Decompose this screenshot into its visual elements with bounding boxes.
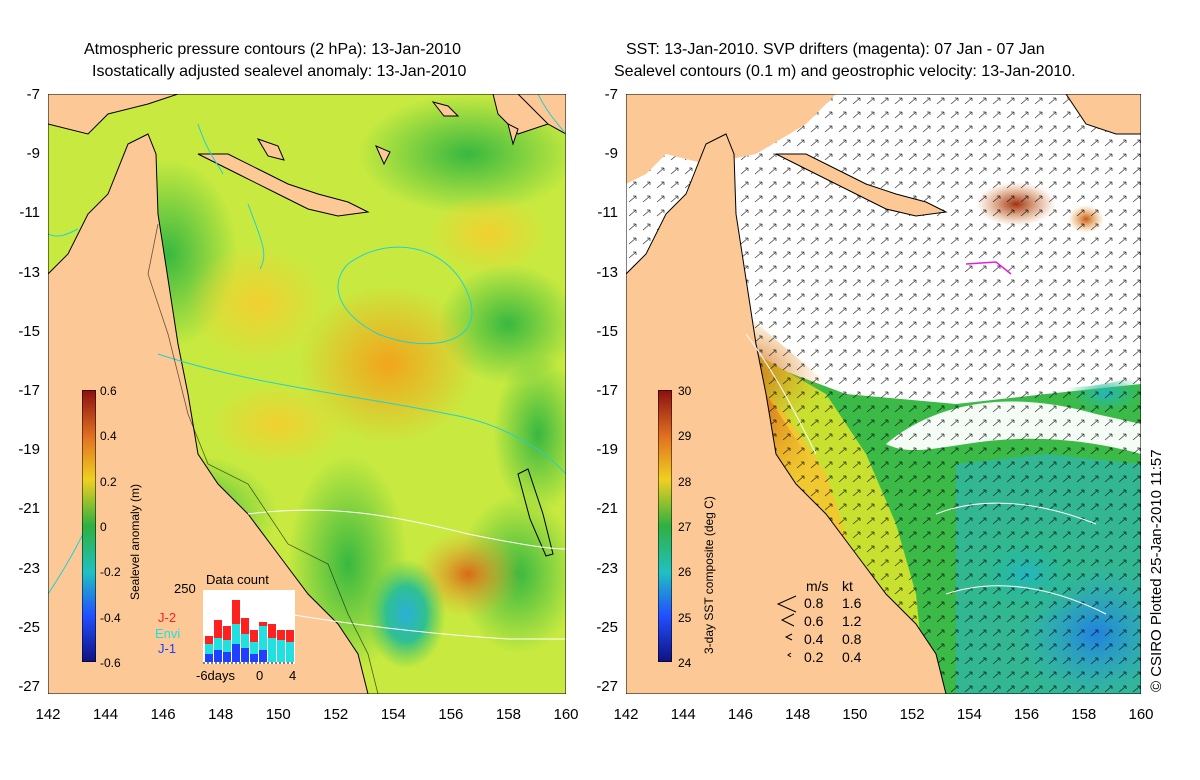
sealevel-tick-4: -0.2 xyxy=(100,565,121,580)
sst-tick-2: 28 xyxy=(678,474,692,489)
right-lat-label-10: -27 xyxy=(596,678,618,695)
right-lat-label-5: -17 xyxy=(596,382,618,399)
data-count-xlabel-start: -6days xyxy=(196,668,236,683)
velocity-legend-arrows xyxy=(776,595,797,658)
sst-tick-3: 27 xyxy=(678,519,692,534)
right-map-subtitle: Sealevel contours (0.1 m) and geostrophi… xyxy=(614,63,1076,80)
left-lon-label-7: 156 xyxy=(438,706,464,723)
right-lat-label-1: -9 xyxy=(604,145,618,163)
left-lat-label-3: -13 xyxy=(18,263,40,281)
legend-j1: J-1 xyxy=(158,641,177,656)
sealevel-tick-5: -0.4 xyxy=(100,610,121,625)
sealevel-colorbar-title: Sealevel anomaly (m) xyxy=(128,483,142,600)
left-lat-label-0: -7 xyxy=(26,86,40,103)
right-lat-label-8: -23 xyxy=(596,559,618,577)
legend-j2: J-2 xyxy=(158,610,177,625)
velocity-legend-ms-2: 0.4 xyxy=(804,631,824,647)
velocity-legend-kt-2: 0.8 xyxy=(842,631,862,647)
sst-colorbar-title: 3-day SST composite (deg C) xyxy=(702,496,716,654)
sst-tick-1: 29 xyxy=(678,429,692,444)
data-count-xlabel-end: 4 xyxy=(289,668,297,683)
velocity-legend-kt-0: 1.6 xyxy=(842,595,862,611)
right-lon-label-6: 154 xyxy=(956,706,982,723)
right-lon-label-7: 156 xyxy=(1014,706,1040,723)
right-lat-label-2: -11 xyxy=(597,204,618,222)
sealevel-colorbar xyxy=(82,390,96,662)
left-lat-label-4: -15 xyxy=(18,322,40,340)
right-lon-label-3: 148 xyxy=(785,706,811,723)
right-lon-label-5: 152 xyxy=(899,706,925,723)
data-count-histogram xyxy=(203,590,295,664)
left-lon-label-8: 158 xyxy=(495,706,521,723)
right-lat-label-0: -7 xyxy=(604,86,618,103)
left-lat-label-5: -17 xyxy=(18,382,40,399)
left-lat-label-1: -9 xyxy=(26,145,40,163)
left-lon-label-6: 154 xyxy=(380,706,406,723)
left-lon-label-1: 144 xyxy=(93,706,119,723)
data-count-title: Data count xyxy=(206,572,269,587)
right-lat-label-6: -19 xyxy=(596,441,618,459)
left-lat-label-6: -19 xyxy=(18,441,40,459)
sst-tick-5: 25 xyxy=(678,610,692,625)
left-map-subtitle: Isostatically adjusted sealevel anomaly:… xyxy=(92,63,467,80)
sst-tick-0: 30 xyxy=(678,384,692,398)
left-lat-label-2: -11 xyxy=(19,204,40,222)
right-lon-label-8: 158 xyxy=(1071,706,1097,723)
right-lon-label-4: 150 xyxy=(842,706,868,723)
velocity-legend-kt-3: 0.4 xyxy=(842,649,862,665)
left-map-title: Atmospheric pressure contours (2 hPa): 1… xyxy=(84,41,462,58)
left-lon-label-3: 148 xyxy=(208,706,234,723)
velocity-legend-ms-1: 0.6 xyxy=(804,613,824,629)
right-map-title: SST: 13-Jan-2010. SVP drifters (magenta)… xyxy=(626,41,1045,58)
left-lat-label-7: -21 xyxy=(18,500,40,518)
left-lon-label-0: 142 xyxy=(35,706,61,723)
left-lon-label-4: 150 xyxy=(265,706,291,723)
sst-tick-6: 24 xyxy=(678,655,692,670)
right-lat-label-4: -15 xyxy=(596,322,618,340)
left-lat-label-9: -25 xyxy=(18,618,40,636)
sst-tick-4: 26 xyxy=(678,565,692,580)
sealevel-tick-1: 0.4 xyxy=(100,429,117,444)
right-lon-label-0: 142 xyxy=(613,706,639,723)
copyright-notice: © CSIRO Plotted 25-Jan-2010 11:57 xyxy=(1148,449,1165,692)
velocity-legend-kt-1: 1.2 xyxy=(842,613,862,629)
velocity-legend-kt-header: kt xyxy=(842,578,853,594)
velocity-legend-ms-header: m/s xyxy=(806,578,829,594)
sealevel-tick-6: -0.6 xyxy=(100,655,121,670)
left-lon-label-5: 152 xyxy=(323,706,349,723)
left-lon-label-2: 146 xyxy=(150,706,176,723)
velocity-legend-ms-3: 0.2 xyxy=(804,649,824,665)
sealevel-tick-0: 0.6 xyxy=(100,384,117,398)
right-lat-label-9: -25 xyxy=(596,618,618,636)
left-lat-label-10: -27 xyxy=(18,678,40,695)
data-count-max: 250 xyxy=(174,581,196,596)
right-lon-label-2: 146 xyxy=(727,706,753,723)
right-lat-label-3: -13 xyxy=(596,263,618,281)
velocity-legend-ms-0: 0.8 xyxy=(804,595,824,611)
sst-map xyxy=(626,94,1141,694)
sst-colorbar xyxy=(658,390,672,662)
right-lat-label-7: -21 xyxy=(596,500,618,518)
sealevel-tick-2: 0.2 xyxy=(100,474,117,489)
right-lon-label-9: 160 xyxy=(1128,706,1154,723)
sealevel-tick-3: 0 xyxy=(100,519,107,534)
left-lat-label-8: -23 xyxy=(18,559,40,577)
left-lon-label-9: 160 xyxy=(553,706,579,723)
legend-envi: Envi xyxy=(155,626,181,641)
right-lon-label-1: 144 xyxy=(670,706,696,723)
sealevel-anomaly-map xyxy=(48,94,566,694)
data-count-xlabel-zero: 0 xyxy=(256,668,264,683)
